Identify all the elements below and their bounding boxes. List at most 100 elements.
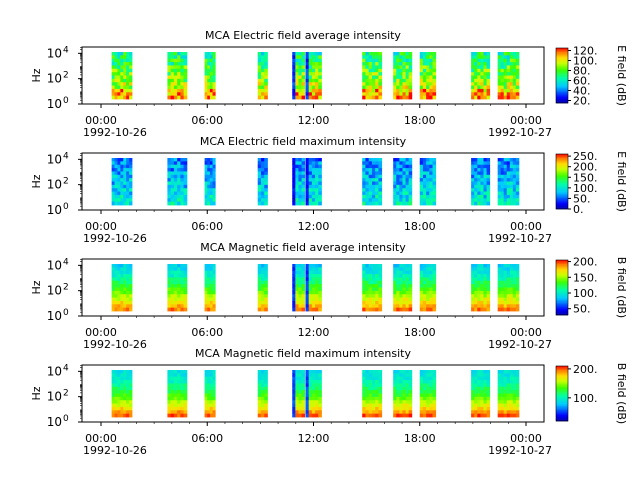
heat-cell [117, 403, 121, 408]
heat-cell [368, 181, 373, 186]
y-tick-label: 10 [47, 203, 62, 217]
heat-cell [292, 178, 296, 182]
heat-cell [308, 294, 313, 298]
heat-cell [260, 294, 265, 298]
heat-cell [311, 307, 316, 312]
heat-cell [170, 290, 175, 295]
heat-cell [506, 380, 511, 384]
heat-cell [405, 304, 410, 309]
heat-cell [212, 380, 216, 384]
heat-cell [318, 410, 322, 415]
heat-cell [515, 294, 520, 298]
heat-cell [260, 267, 265, 272]
heat-cell [483, 413, 487, 418]
heat-cell [429, 270, 433, 275]
heat-cell [123, 75, 127, 80]
heat-cell [393, 270, 397, 275]
heat-cell [315, 383, 319, 388]
heat-cell [111, 297, 115, 302]
heat-cell [298, 201, 302, 206]
heat-cell [368, 62, 373, 66]
colorbar-step [556, 368, 568, 371]
heat-cell [396, 158, 400, 162]
heat-cell [183, 161, 188, 166]
heat-cell [432, 52, 437, 56]
heat-cell [503, 58, 508, 63]
heat-cell [177, 390, 181, 394]
heat-cell [375, 287, 379, 292]
heat-cell [474, 380, 478, 384]
heat-cell [120, 52, 124, 56]
heat-cell [408, 191, 413, 196]
heat-cell [405, 158, 410, 162]
heat-cell [371, 393, 376, 398]
heat-cell [506, 62, 511, 66]
heat-cell [292, 68, 296, 73]
heat-cell [292, 55, 296, 60]
heat-cell [311, 161, 316, 166]
heat-cell [432, 267, 437, 272]
heat-cell [308, 78, 313, 83]
heat-cell [497, 403, 502, 408]
heat-cell [292, 72, 296, 76]
heat-cell [117, 396, 121, 401]
heat-cell [396, 274, 400, 278]
heat-cell [114, 75, 118, 80]
heat-cell [170, 390, 175, 394]
heat-cell [402, 396, 406, 401]
heat-cell [123, 92, 127, 97]
data-segment [471, 370, 491, 418]
heat-cell [120, 307, 124, 312]
heat-cell [396, 58, 400, 63]
heat-cell [515, 75, 520, 80]
colorbar-step [556, 396, 568, 398]
heat-cell [378, 290, 383, 295]
colorbar-step [556, 176, 568, 178]
heat-cell [298, 82, 302, 86]
colorbar-step [556, 419, 568, 422]
heat-cell [497, 297, 502, 302]
heat-cell [362, 304, 366, 309]
heat-cell [474, 65, 478, 70]
heat-cell [260, 383, 265, 388]
heat-cell [393, 370, 397, 374]
y-tick-label: 10 [47, 72, 62, 86]
heat-cell [477, 393, 481, 398]
heat-cell [432, 373, 437, 378]
heat-cell [480, 174, 484, 179]
heat-cell [183, 270, 188, 275]
heat-cell [204, 164, 208, 169]
heat-cell [419, 307, 424, 312]
heat-cell [506, 304, 511, 309]
heat-cell [393, 181, 397, 186]
heat-cell [315, 403, 319, 408]
heat-cell [292, 198, 296, 203]
heat-cell [362, 370, 366, 374]
heat-cell [126, 78, 130, 83]
heat-cell [512, 52, 517, 56]
heat-cell [212, 287, 216, 292]
heat-cell [301, 270, 306, 275]
heat-cell [114, 300, 118, 305]
heat-cell [120, 198, 124, 203]
heat-cell [183, 178, 188, 182]
heat-cell [264, 383, 268, 388]
heat-cell [486, 294, 491, 298]
heat-cell [368, 58, 373, 63]
heat-cell [170, 413, 175, 418]
y-tick-label: 10 [47, 152, 62, 166]
heat-cell [365, 280, 370, 285]
heat-cell [432, 290, 437, 295]
heat-cell [419, 410, 424, 415]
heat-cell [503, 171, 508, 176]
heat-cell [378, 62, 383, 66]
heat-cell [422, 294, 427, 298]
heat-cell [260, 174, 265, 179]
heat-cell [311, 390, 316, 394]
heat-cell [212, 373, 216, 378]
heat-cell [426, 164, 430, 169]
heat-cell [393, 284, 397, 288]
heat-cell [506, 290, 511, 295]
heat-cell [503, 184, 508, 189]
heat-cell [114, 188, 118, 192]
